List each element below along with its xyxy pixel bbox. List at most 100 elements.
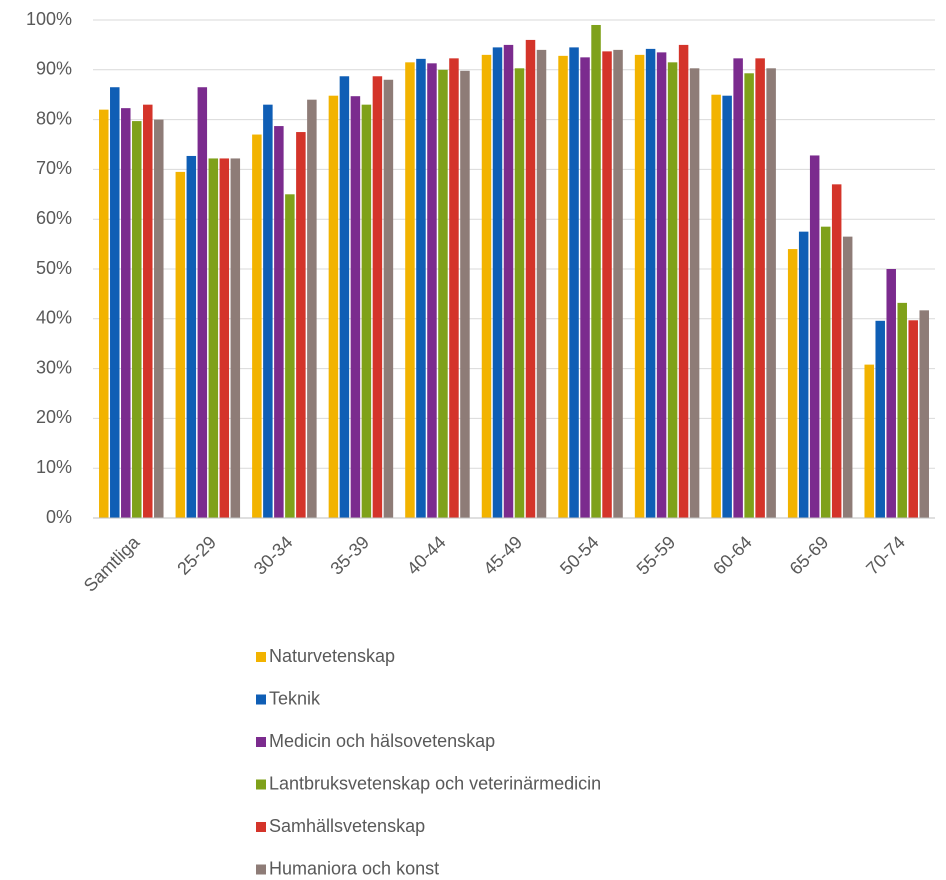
bar (438, 69, 448, 519)
y-tick-label: 70% (36, 158, 72, 178)
legend-label: Samhällsvetenskap (269, 816, 425, 836)
bar (755, 58, 765, 518)
bar (569, 47, 579, 518)
x-tick-label: 70-74 (862, 532, 909, 579)
bar (733, 58, 743, 518)
bar (460, 70, 470, 519)
x-tick-label: 60-64 (709, 532, 756, 579)
bar (875, 320, 885, 518)
y-tick-label: 40% (36, 308, 72, 328)
bar (787, 249, 798, 518)
bar (591, 24, 601, 518)
x-tick-label: Samtliga (80, 531, 144, 595)
legend-swatch (256, 864, 266, 875)
y-tick-label: 80% (36, 108, 72, 128)
bar (274, 126, 284, 518)
bar (328, 95, 339, 519)
bar (449, 58, 459, 518)
legend-label: Humaniora och konst (269, 858, 439, 878)
bar (285, 194, 295, 519)
bar (492, 47, 503, 518)
legend-swatch (256, 694, 266, 705)
bar (525, 39, 536, 519)
bar (820, 226, 831, 519)
x-tick-label: 35-39 (326, 532, 373, 579)
bar (154, 119, 164, 518)
bar (350, 96, 361, 518)
bar (536, 49, 547, 518)
x-tick-label: 25-29 (173, 532, 220, 579)
bar (897, 302, 907, 518)
bar (798, 231, 809, 518)
bar (809, 155, 820, 518)
y-tick-label: 10% (36, 457, 72, 477)
bar (110, 87, 120, 518)
legend-swatch (256, 737, 266, 747)
bar (372, 76, 383, 519)
legend-label: Lantbruksvetenskap och veterinärmedicin (269, 773, 601, 793)
bar (711, 94, 721, 518)
bar (634, 54, 645, 519)
bar (416, 58, 426, 519)
y-tick-label: 30% (36, 357, 72, 377)
y-tick-label: 50% (36, 258, 72, 278)
bar (263, 104, 273, 518)
bar (339, 76, 350, 519)
legend-swatch (256, 652, 266, 662)
bar (219, 158, 230, 518)
bar (602, 51, 612, 519)
y-tick-label: 0% (46, 507, 72, 527)
bar (689, 68, 700, 518)
legend-swatch (256, 822, 266, 832)
x-tick-label: 65-69 (786, 532, 833, 579)
bar (186, 155, 197, 519)
bar (143, 104, 153, 518)
y-tick-label: 90% (36, 59, 72, 79)
bar (503, 44, 514, 519)
bar (656, 52, 667, 519)
bar (919, 310, 929, 518)
bar (427, 63, 437, 519)
bar (481, 54, 492, 519)
bar (361, 104, 372, 518)
y-tick-label: 60% (36, 208, 72, 228)
bar (744, 73, 754, 518)
x-tick-label: 50-54 (556, 532, 603, 579)
bar (121, 108, 131, 519)
bar (296, 132, 306, 519)
bar (514, 68, 525, 518)
bar (580, 57, 590, 518)
bar (831, 184, 842, 518)
bar (864, 364, 874, 518)
legend-label: Medicin och hälsovetenskap (269, 731, 495, 751)
y-tick-label: 20% (36, 407, 72, 427)
bar (132, 121, 142, 519)
legend-label: Teknik (269, 688, 321, 708)
bar (405, 62, 415, 519)
bar (613, 49, 623, 518)
bar (558, 55, 568, 519)
x-tick-label: 40-44 (403, 532, 450, 579)
legend-swatch (256, 779, 266, 790)
bar (722, 95, 732, 519)
legend-label: Naturvetenskap (269, 646, 395, 666)
bar (99, 109, 109, 518)
bar (208, 158, 219, 518)
bar (645, 48, 656, 518)
bar (230, 158, 241, 518)
bar (197, 87, 208, 518)
bar (908, 320, 918, 518)
bar (678, 44, 689, 519)
x-tick-label: 55-59 (633, 532, 680, 579)
y-tick-label: 100% (26, 9, 72, 29)
bar (842, 236, 853, 518)
bar (307, 99, 317, 519)
bar (175, 171, 186, 518)
x-tick-label: 45-49 (479, 532, 526, 579)
bar (383, 79, 394, 518)
bar (667, 62, 678, 519)
bar (766, 68, 776, 518)
bar (252, 134, 262, 519)
x-tick-label: 30-34 (250, 532, 297, 579)
